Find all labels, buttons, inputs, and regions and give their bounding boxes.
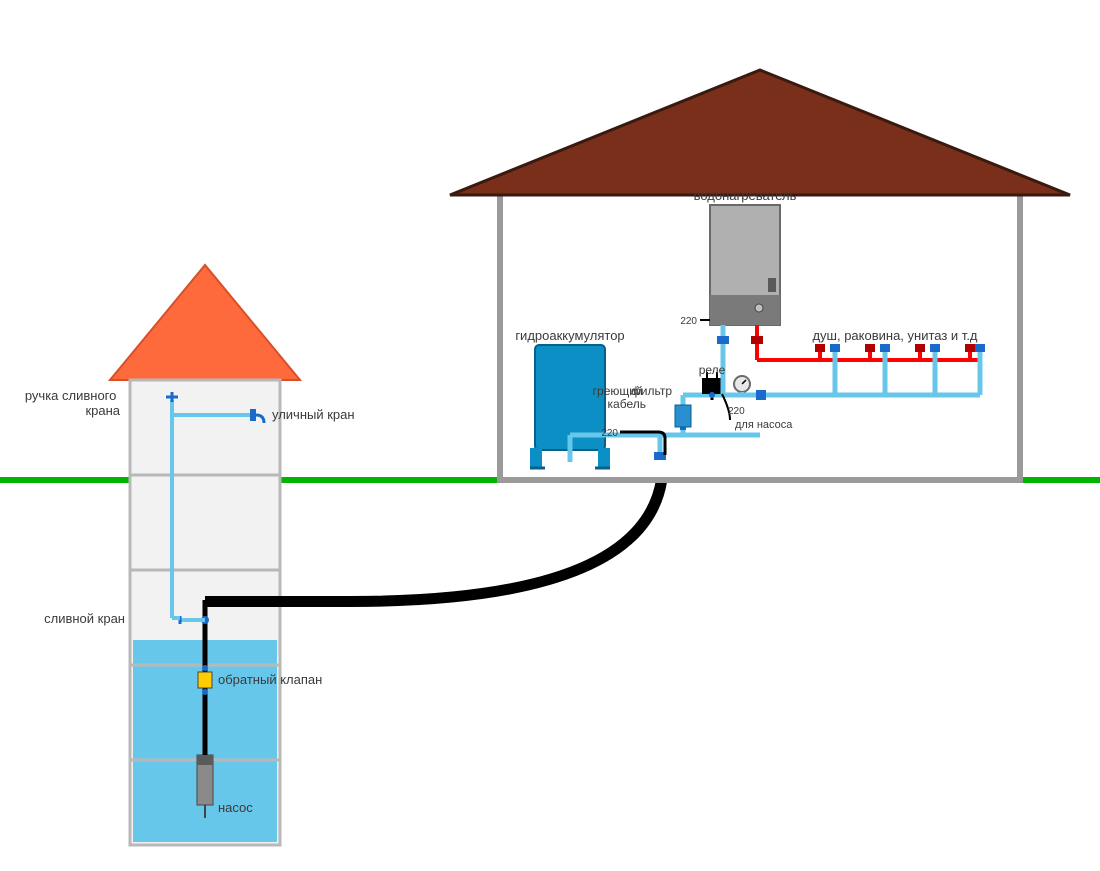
label-water-heater: водонагреватель — [694, 188, 797, 203]
label-220-heater: 220 — [680, 316, 697, 327]
label-220-cable: 220 — [601, 428, 618, 439]
filter — [675, 405, 691, 430]
label-drain-valve: сливной кран — [44, 611, 125, 626]
label-relay: реле — [699, 363, 726, 377]
label-pump: насос — [218, 800, 253, 815]
water-supply-diagram: ручка сливного крана уличный кран сливно… — [0, 0, 1100, 871]
water-heater — [700, 205, 780, 325]
label-fixtures: душ, раковина, унитаз и т.д — [812, 328, 977, 343]
label-for-pump: для насоса — [735, 419, 793, 431]
label-street-tap: уличный кран — [272, 407, 355, 422]
well-roof — [110, 265, 300, 380]
label-check-valve: обратный клапан — [218, 672, 322, 687]
label-filter: фильтр — [631, 384, 672, 398]
house-roof — [450, 70, 1070, 195]
well — [110, 265, 300, 845]
label-accumulator: гидроаккумулятор — [515, 328, 624, 343]
label-220-relay: 220 — [728, 406, 745, 417]
label-drain-handle: ручка сливного крана — [25, 388, 121, 418]
